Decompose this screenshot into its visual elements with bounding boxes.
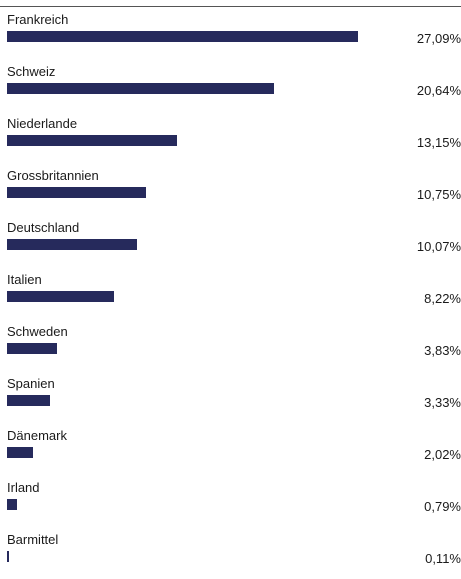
bar: [7, 31, 358, 42]
bar-row: Schweden 3,83%: [0, 319, 461, 371]
bar-label: Italien: [7, 272, 42, 287]
bar-value-label: 3,33%: [424, 395, 461, 410]
bar-value-label: 0,11%: [425, 551, 461, 566]
bar-row: Spanien 3,33%: [0, 371, 461, 423]
bar: [7, 187, 146, 198]
bar-value-label: 20,64%: [416, 83, 461, 98]
bar-row: Italien 8,22%: [0, 267, 461, 319]
bar-value-label: 8,22%: [424, 291, 461, 306]
bar-label: Schweiz: [7, 64, 56, 79]
bar: [7, 135, 177, 146]
bar-value-label: 3,83%: [424, 343, 461, 358]
bar: [7, 551, 9, 562]
bar: [7, 291, 114, 302]
country-allocation-chart: Frankreich 27,09% Schweiz 20,64% Niederlande…: [0, 7, 461, 566]
bar-value-label: 10,07%: [416, 239, 461, 254]
bar: [7, 343, 57, 354]
bar-label: Irland: [7, 480, 40, 495]
bar: [7, 83, 274, 94]
bar-label: Frankreich: [7, 12, 69, 27]
bar-label: Barmittel: [7, 532, 59, 547]
bar-value-label: 10,75%: [416, 187, 461, 202]
bar-label: Grossbritannien: [7, 168, 99, 183]
bar-label: Spanien: [7, 376, 55, 391]
bar: [7, 447, 33, 458]
top-rule: [0, 6, 461, 7]
bar-label: Schweden: [7, 324, 68, 339]
bar-row: Niederlande 13,15%: [0, 111, 461, 163]
bar-label: Niederlande: [7, 116, 78, 131]
bar: [7, 499, 17, 510]
bar-row: Dänemark 2,02%: [0, 423, 461, 475]
bar-row: Schweiz 20,64%: [0, 59, 461, 111]
bar-value-label: 2,02%: [424, 447, 461, 462]
bar-row: Grossbritannien 10,75%: [0, 163, 461, 215]
bar-row: Frankreich 27,09%: [0, 7, 461, 59]
bar-label: Deutschland: [7, 220, 80, 235]
bar-row: Deutschland 10,07%: [0, 215, 461, 267]
bar-value-label: 27,09%: [416, 31, 461, 46]
bar-value-label: 0,79%: [424, 499, 461, 514]
bar: [7, 239, 137, 250]
bar-row: Barmittel 0,11%: [0, 527, 461, 579]
bar-value-label: 13,15%: [416, 135, 461, 150]
bar-label: Dänemark: [7, 428, 67, 443]
bar: [7, 395, 50, 406]
bar-row: Irland 0,79%: [0, 475, 461, 527]
